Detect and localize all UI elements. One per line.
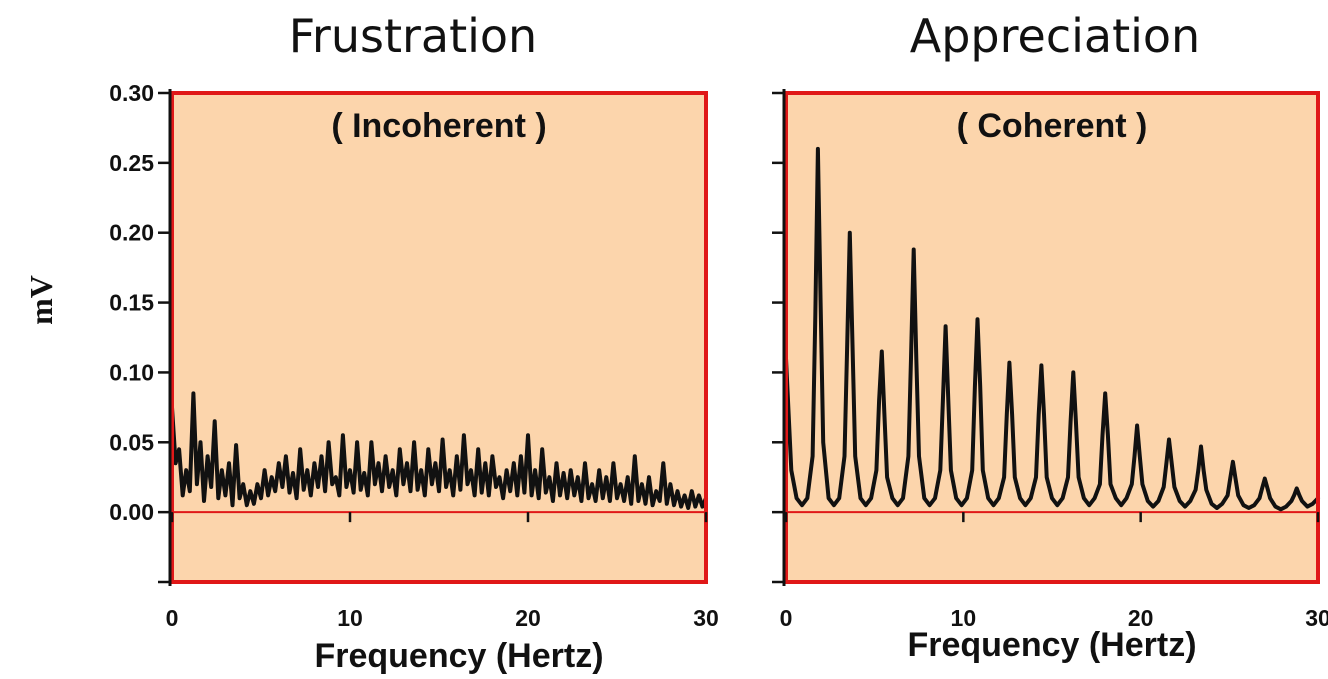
panel-1-plot-border: [170, 91, 708, 584]
panel-2-annotation: ( Coherent ): [957, 107, 1148, 145]
panel-2-series-line: [784, 146, 1320, 512]
panel-2-x-tick-label: 0: [780, 605, 793, 631]
panel-1-x-tick-label: 20: [515, 605, 541, 631]
panel-1-annotation: ( Incoherent ): [331, 107, 546, 145]
panel-2-plot-border: [784, 91, 1320, 584]
panel-1-series-line: [170, 391, 708, 510]
panel-2-title: Appreciation: [910, 9, 1200, 63]
panel-1-y-tick-label: 0.10: [109, 359, 154, 385]
panel-1-y-tick-label: 0.15: [109, 290, 154, 316]
panel-1-x-tick-label: 30: [693, 605, 719, 631]
panel-2-x-tick-label: 20: [1128, 605, 1154, 631]
panel-1-x-axis-label: Frequency (Hertz): [314, 637, 603, 675]
panel-1-plot-area: [172, 93, 706, 582]
panel-1-y-tick-label: 0.25: [109, 150, 154, 176]
panel-1-y-tick-label: 0.20: [109, 220, 154, 246]
panel-2-x-tick-label: 30: [1305, 605, 1328, 631]
panel-2-x-tick-label: 10: [951, 605, 977, 631]
y-axis-label: mV: [23, 275, 59, 325]
panel-2-x-axis-label: Frequency (Hertz): [907, 626, 1196, 664]
panel-1-x-tick-label: 10: [337, 605, 363, 631]
panel-1-y-tick-label: 0.00: [109, 499, 154, 525]
panel-1-x-tick-label: 0: [166, 605, 179, 631]
panel-1-title: Frustration: [289, 9, 537, 63]
panel-2-plot-area: [786, 93, 1318, 582]
panel-1-y-tick-label: 0.30: [109, 80, 154, 106]
panel-1-y-tick-label: 0.05: [109, 429, 154, 455]
